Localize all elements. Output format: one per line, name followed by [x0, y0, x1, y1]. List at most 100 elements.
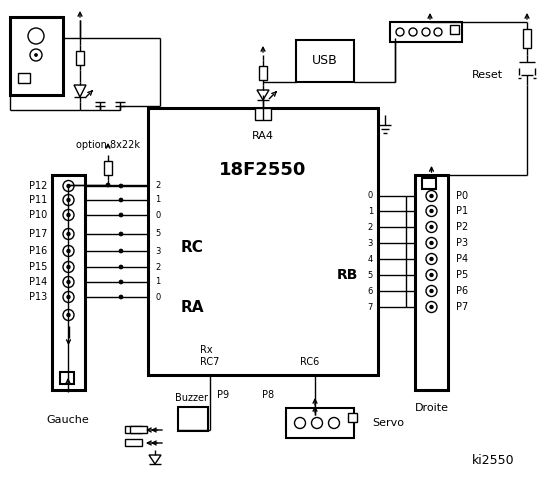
Text: P3: P3	[456, 238, 468, 248]
Text: P12: P12	[29, 181, 47, 191]
Circle shape	[430, 257, 433, 261]
Circle shape	[430, 209, 433, 213]
Text: RA4: RA4	[252, 131, 274, 141]
Circle shape	[426, 191, 437, 202]
Circle shape	[119, 184, 123, 188]
Circle shape	[430, 194, 433, 197]
Circle shape	[119, 232, 123, 236]
Bar	[415, 175, 448, 390]
Polygon shape	[257, 90, 269, 100]
Circle shape	[426, 301, 437, 312]
Bar	[422, 178, 436, 189]
Circle shape	[63, 310, 74, 321]
Text: P7: P7	[456, 302, 468, 312]
Bar	[296, 40, 354, 82]
Circle shape	[295, 418, 305, 429]
Bar	[178, 407, 208, 431]
Circle shape	[63, 291, 74, 302]
Circle shape	[430, 241, 433, 244]
Circle shape	[430, 305, 433, 309]
Text: P5: P5	[456, 270, 468, 280]
Text: P4: P4	[456, 254, 468, 264]
Text: Gauche: Gauche	[46, 415, 90, 425]
Text: RA: RA	[180, 300, 204, 314]
Circle shape	[328, 418, 340, 429]
Text: Rx: Rx	[200, 345, 212, 355]
Circle shape	[67, 280, 70, 284]
Circle shape	[63, 209, 74, 220]
Circle shape	[67, 214, 70, 216]
Circle shape	[422, 28, 430, 36]
Text: Buzzer: Buzzer	[175, 393, 208, 403]
Circle shape	[426, 253, 437, 264]
Bar	[76, 50, 84, 64]
Bar	[104, 160, 112, 175]
Text: P10: P10	[29, 210, 47, 220]
Text: 1: 1	[155, 195, 160, 204]
Bar	[286, 408, 354, 438]
Bar	[450, 25, 459, 34]
Circle shape	[426, 221, 437, 232]
Bar	[125, 426, 142, 433]
Circle shape	[426, 238, 437, 249]
Circle shape	[34, 53, 38, 57]
Circle shape	[63, 228, 74, 240]
Circle shape	[63, 276, 74, 288]
Text: 2: 2	[368, 223, 373, 231]
Bar	[348, 413, 357, 422]
Text: P6: P6	[456, 286, 468, 296]
Text: P2: P2	[456, 222, 468, 232]
Circle shape	[67, 199, 70, 202]
Text: P14: P14	[29, 277, 47, 287]
Bar	[10, 17, 63, 95]
Bar	[18, 73, 30, 83]
Circle shape	[67, 232, 70, 236]
Text: 2: 2	[155, 181, 160, 191]
Circle shape	[119, 295, 123, 299]
Circle shape	[67, 250, 70, 252]
Text: 0: 0	[155, 292, 160, 301]
Text: P17: P17	[29, 229, 47, 239]
Circle shape	[67, 296, 70, 299]
Bar	[52, 175, 85, 390]
Text: P1: P1	[456, 206, 468, 216]
Bar	[125, 439, 142, 446]
Text: P9: P9	[217, 390, 229, 400]
Text: P8: P8	[262, 390, 274, 400]
Bar	[523, 29, 531, 48]
Circle shape	[426, 286, 437, 297]
Circle shape	[396, 28, 404, 36]
Text: 1: 1	[155, 277, 160, 287]
Circle shape	[119, 249, 123, 253]
Text: P16: P16	[29, 246, 47, 256]
Circle shape	[430, 274, 433, 276]
Text: option 8x22k: option 8x22k	[76, 140, 140, 150]
Circle shape	[30, 49, 42, 61]
Text: RC7: RC7	[200, 357, 220, 367]
Polygon shape	[74, 85, 86, 97]
Text: 1: 1	[368, 206, 373, 216]
Text: P15: P15	[29, 262, 47, 272]
Bar	[259, 65, 267, 80]
Text: RC: RC	[181, 240, 204, 255]
Text: 7: 7	[368, 302, 373, 312]
Polygon shape	[149, 455, 161, 464]
Circle shape	[119, 265, 123, 269]
Circle shape	[63, 245, 74, 256]
Bar	[60, 372, 74, 384]
Bar	[390, 22, 462, 42]
Circle shape	[119, 280, 123, 284]
Text: 4: 4	[368, 254, 373, 264]
Text: P13: P13	[29, 292, 47, 302]
Circle shape	[67, 265, 70, 268]
Bar	[148, 108, 378, 375]
Text: RC6: RC6	[300, 357, 320, 367]
Text: 0: 0	[155, 211, 160, 219]
Circle shape	[67, 184, 70, 188]
Text: ki2550: ki2550	[472, 454, 514, 467]
Text: 2: 2	[155, 263, 160, 272]
Text: 0: 0	[368, 192, 373, 201]
Text: 5: 5	[368, 271, 373, 279]
Circle shape	[426, 205, 437, 216]
Circle shape	[311, 418, 322, 429]
